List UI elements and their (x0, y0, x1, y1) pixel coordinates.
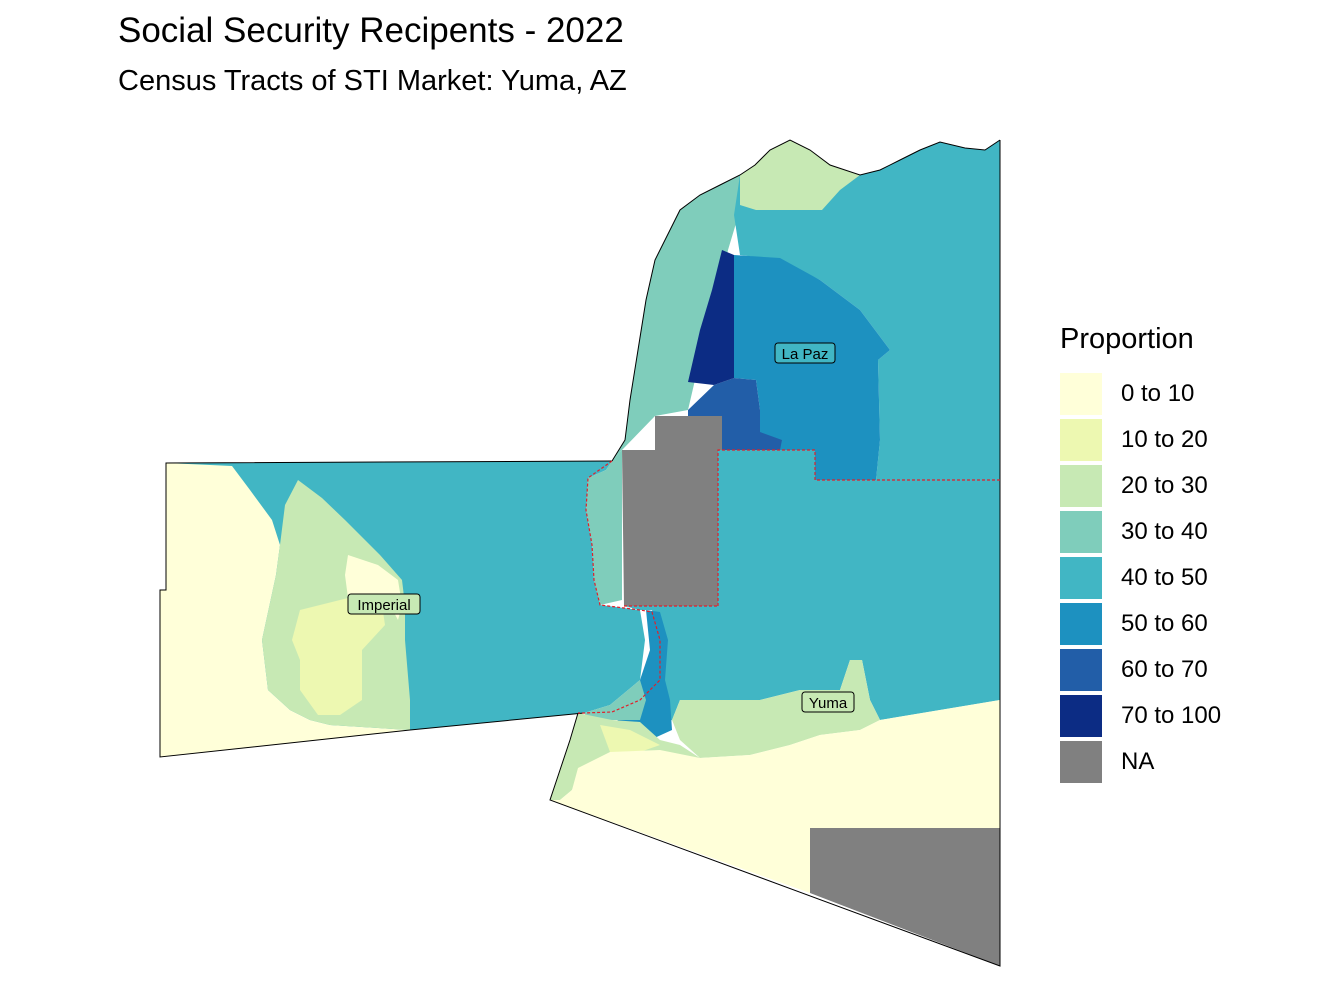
legend-item: 30 to 40 (1060, 509, 1221, 555)
label-imperial: Imperial (347, 593, 421, 615)
legend-swatch (1060, 373, 1102, 415)
tract-yuma-south-low (550, 700, 1000, 893)
tract-river-north (606, 165, 755, 470)
legend-label: 0 to 10 (1121, 380, 1195, 407)
legend-swatch (1060, 603, 1102, 645)
legend-swatch (1060, 649, 1102, 691)
legend-swatch (1060, 511, 1102, 553)
label-yuma: Yuma (801, 691, 855, 713)
tract-imperial-center (292, 598, 385, 715)
legend: Proportion 0 to 10 10 to 20 20 to 30 30 … (1060, 320, 1221, 785)
tract-yuma-south-green (672, 660, 880, 758)
legend-label: 20 to 30 (1121, 472, 1208, 499)
county-outlines (159, 139, 1001, 967)
legend-label: 40 to 50 (1121, 564, 1208, 591)
label-la-paz-text: La Paz (782, 346, 829, 363)
legend-label: NA (1121, 748, 1155, 775)
legend-item: 60 to 70 (1060, 647, 1221, 693)
legend-title: Proportion (1060, 323, 1194, 355)
tract-lapaz-north (740, 140, 860, 210)
tract-yuma-na (810, 828, 1000, 966)
tract-lapaz-east (734, 140, 1000, 480)
legend-label: 50 to 60 (1121, 610, 1208, 637)
tract-yuma-river-3040 (584, 680, 646, 720)
legend-label: 70 to 100 (1121, 702, 1222, 729)
legend-item: 20 to 30 (1060, 463, 1221, 509)
legend-item: 50 to 60 (1060, 601, 1221, 647)
legend-label: 10 to 20 (1121, 426, 1208, 453)
river-strip (586, 165, 755, 605)
tract-lapaz-6070 (688, 378, 782, 450)
outline-imperial (159, 460, 613, 758)
legend-item: 0 to 10 (1060, 371, 1221, 417)
legend-swatch (1060, 419, 1102, 461)
legend-items: 0 to 10 10 to 20 20 to 30 30 to 40 40 to… (1060, 371, 1221, 785)
tract-imperial-west (160, 463, 410, 757)
legend-label: 60 to 70 (1121, 656, 1208, 683)
outline-north (611, 139, 1001, 462)
label-imperial-text: Imperial (357, 597, 410, 614)
map-title: Social Security Recipents - 2022 (118, 11, 624, 50)
legend-swatch (1060, 741, 1102, 783)
outline-east-south (549, 140, 1001, 967)
legend-swatch (1060, 557, 1102, 599)
legend-item: 10 to 20 (1060, 417, 1221, 463)
tract-lapaz-5060 (734, 255, 890, 480)
tract-yuma-southwest-yellow (600, 725, 660, 752)
state-border-line (578, 460, 661, 714)
tract-river-south (586, 450, 622, 605)
legend-swatch (1060, 695, 1102, 737)
map-subtitle: Census Tracts of STI Market: Yuma, AZ (118, 65, 627, 97)
legend-label: 30 to 40 (1121, 518, 1208, 545)
legend-swatch (1060, 465, 1102, 507)
label-yuma-text: Yuma (809, 695, 848, 712)
label-la-paz: La Paz (774, 342, 836, 364)
legend-item: 70 to 100 (1060, 693, 1221, 739)
legend-item: 40 to 50 (1060, 555, 1221, 601)
tract-lapaz-70100 (688, 250, 734, 385)
legend-item: NA (1060, 739, 1221, 785)
county-border-line (717, 449, 1000, 606)
tract-lapaz-na (622, 416, 722, 606)
la-paz-county (622, 140, 1000, 606)
